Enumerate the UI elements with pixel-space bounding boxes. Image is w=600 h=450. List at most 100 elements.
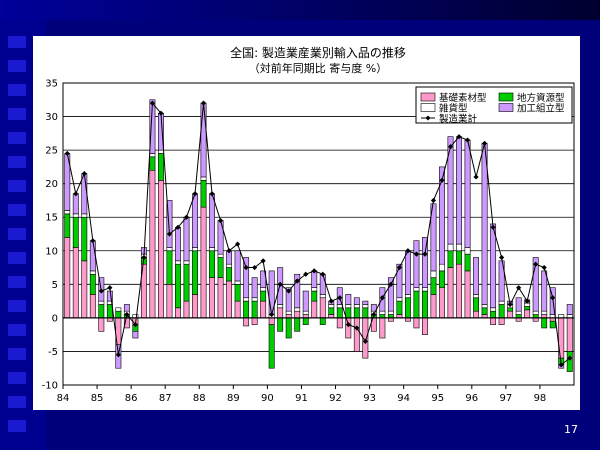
bar-processing xyxy=(285,287,292,312)
total-point xyxy=(149,100,156,106)
bar-misc xyxy=(277,304,284,309)
bar-basic-material xyxy=(200,206,207,319)
bar-misc xyxy=(183,260,190,265)
bar-misc xyxy=(319,294,326,299)
import-contribution-chart: 全国: 製造業産業別輸入品の推移 （対前年同期比 寄与度 %） -10 -5 0 5 1… xyxy=(42,45,575,404)
plot-area xyxy=(62,82,575,386)
bar-misc xyxy=(490,307,497,312)
total-point xyxy=(567,355,573,361)
legend-marker xyxy=(425,115,431,121)
bar-basic-material xyxy=(294,310,301,319)
bar-local-resource xyxy=(98,304,105,319)
bar-basic-material xyxy=(209,277,215,319)
total-point xyxy=(115,352,121,358)
bar-misc xyxy=(115,307,122,312)
total-point xyxy=(396,264,403,271)
y-tick-label: 20 xyxy=(45,179,58,190)
bar-local-resource xyxy=(362,307,369,319)
x-tick-label: 94 xyxy=(397,393,410,404)
bar-local-resource xyxy=(566,351,573,372)
total-point xyxy=(405,248,411,254)
total-point xyxy=(294,278,300,284)
bar-processing xyxy=(183,216,190,262)
x-tick-label: 98 xyxy=(534,393,547,404)
legend-label: 基礎素材型 xyxy=(439,92,487,104)
bar-misc xyxy=(404,294,411,299)
total-point xyxy=(456,134,462,140)
bar-basic-material xyxy=(336,317,343,329)
legend-label: 雑貨型 xyxy=(439,103,468,115)
x-tick-label: 93 xyxy=(363,393,376,404)
bar-local-resource xyxy=(490,310,497,319)
bar-local-resource xyxy=(192,250,198,295)
bar-basic-material xyxy=(439,287,445,319)
legend xyxy=(415,86,573,124)
bar-basic-material xyxy=(243,317,250,327)
bar-misc xyxy=(481,304,488,309)
bar-processing xyxy=(89,240,96,272)
bar-misc xyxy=(81,213,88,218)
total-point xyxy=(200,100,207,106)
bar-local-resource xyxy=(106,304,113,319)
y-tick-label: 30 xyxy=(45,112,58,123)
legend-swatch-processing xyxy=(498,103,514,112)
bar-processing xyxy=(132,331,139,339)
bar-processing xyxy=(566,304,573,315)
bar-local-resource xyxy=(158,153,164,181)
bar-misc xyxy=(464,247,471,255)
bar-local-resource xyxy=(328,307,335,315)
total-point xyxy=(90,238,96,244)
bar-processing xyxy=(200,102,207,178)
bar-basic-material xyxy=(251,317,258,325)
total-point xyxy=(499,254,505,261)
total-point xyxy=(73,191,79,197)
bar-misc xyxy=(413,287,420,292)
total-point xyxy=(320,271,326,277)
bar-basic-material xyxy=(422,317,428,335)
bar-local-resource xyxy=(268,324,275,369)
total-point xyxy=(481,140,488,146)
bar-misc xyxy=(192,247,198,252)
bar-processing xyxy=(413,240,420,288)
bar-processing xyxy=(490,223,497,309)
bar-basic-material xyxy=(473,310,479,319)
total-point xyxy=(303,271,309,277)
bar-local-resource xyxy=(353,307,360,319)
bar-local-resource xyxy=(72,216,79,248)
bar-processing xyxy=(353,297,360,305)
bar-misc xyxy=(515,310,522,315)
bar-misc xyxy=(158,149,164,154)
bar-local-resource xyxy=(243,300,250,319)
bar-processing xyxy=(464,139,471,248)
total-point xyxy=(533,261,539,267)
y-tick-label: 10 xyxy=(45,246,58,257)
bar-basic-material xyxy=(319,297,326,319)
bar-misc xyxy=(379,310,386,315)
bar-processing xyxy=(404,250,411,295)
bar-processing xyxy=(209,193,215,248)
total-point xyxy=(192,191,198,197)
bar-misc xyxy=(439,263,445,272)
bar-misc xyxy=(311,287,318,292)
bar-basic-material xyxy=(345,317,352,339)
y-tick-label: 0 xyxy=(52,313,58,324)
bar-basic-material xyxy=(456,263,462,319)
x-tick-label: 97 xyxy=(499,393,512,404)
bar-processing xyxy=(473,257,479,295)
bar-local-resource xyxy=(413,290,420,319)
bar-basic-material xyxy=(175,307,181,319)
total-point xyxy=(430,197,437,204)
bar-misc xyxy=(387,310,394,315)
bar-processing xyxy=(396,263,403,299)
total-point xyxy=(447,144,454,150)
bar-local-resource xyxy=(200,180,207,208)
bar-processing xyxy=(345,294,352,305)
bar-basic-material xyxy=(464,270,471,319)
bar-processing xyxy=(532,257,539,312)
bar-basic-material xyxy=(81,260,88,319)
bar-misc xyxy=(209,247,215,252)
bar-local-resource xyxy=(319,317,326,325)
total-point xyxy=(362,338,368,344)
legend-label: 地方資源型 xyxy=(517,92,565,104)
bar-misc xyxy=(294,307,301,312)
